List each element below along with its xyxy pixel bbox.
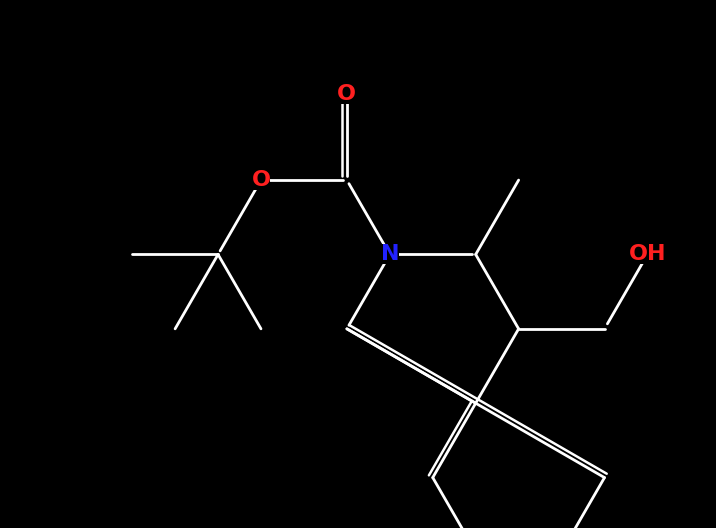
- Text: N: N: [381, 244, 399, 265]
- Text: O: O: [337, 84, 357, 104]
- Text: OH: OH: [629, 244, 666, 265]
- Text: O: O: [251, 170, 271, 190]
